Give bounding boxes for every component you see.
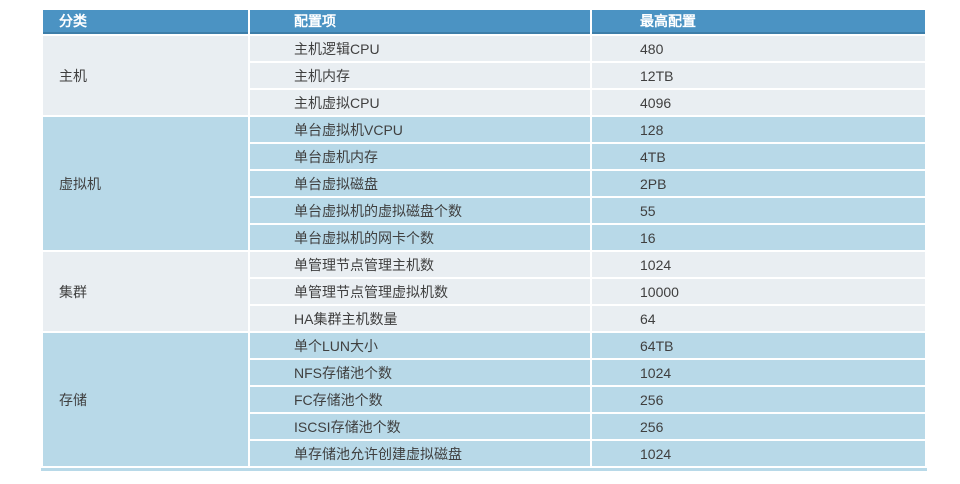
table-row: 主机虚拟CPU 4096 bbox=[43, 90, 925, 115]
table-row: ISCSI存储池个数 256 bbox=[43, 414, 925, 439]
table-row: NFS存储池个数 1024 bbox=[43, 360, 925, 385]
table-row: HA集群主机数量 64 bbox=[43, 306, 925, 331]
table-row: 单台虚拟机的网卡个数 16 bbox=[43, 225, 925, 250]
max-config-cell: 12TB bbox=[592, 63, 925, 88]
max-config-cell: 4TB bbox=[592, 144, 925, 169]
max-config-cell: 16 bbox=[592, 225, 925, 250]
max-config-cell: 1024 bbox=[592, 252, 925, 277]
max-config-cell: 64 bbox=[592, 306, 925, 331]
config-item-cell: 单台虚拟机VCPU bbox=[250, 117, 590, 142]
max-config-cell: 1024 bbox=[592, 360, 925, 385]
max-config-cell: 64TB bbox=[592, 333, 925, 358]
max-config-cell: 10000 bbox=[592, 279, 925, 304]
max-config-cell: 55 bbox=[592, 198, 925, 223]
config-item-cell: FC存储池个数 bbox=[250, 387, 590, 412]
config-item-cell: 单台虚拟磁盘 bbox=[250, 171, 590, 196]
table-row: 单管理节点管理虚拟机数 10000 bbox=[43, 279, 925, 304]
max-config-cell: 480 bbox=[592, 36, 925, 61]
config-item-cell: 单台虚机内存 bbox=[250, 144, 590, 169]
table-row: 主机 主机逻辑CPU 480 bbox=[43, 36, 925, 115]
header-category: 分类 bbox=[43, 10, 248, 34]
config-item-cell: 单台虚拟机的虚拟磁盘个数 bbox=[250, 198, 590, 223]
table-row: 主机内存 12TB bbox=[43, 63, 925, 88]
category-cell: 主机 bbox=[43, 36, 248, 115]
max-config-cell: 256 bbox=[592, 387, 925, 412]
table-row: 存储 单个LUN大小 64TB bbox=[43, 333, 925, 466]
table-row: 虚拟机 单台虚拟机VCPU 128 bbox=[43, 117, 925, 250]
table-row: 单存储池允许创建虚拟磁盘 1024 bbox=[43, 441, 925, 466]
header-row: 分类 配置项 最高配置 bbox=[43, 10, 925, 34]
category-cell: 集群 bbox=[43, 252, 248, 331]
config-item-cell: NFS存储池个数 bbox=[250, 360, 590, 385]
max-config-cell: 2PB bbox=[592, 171, 925, 196]
table-row: 单台虚拟磁盘 2PB bbox=[43, 171, 925, 196]
config-item-cell: 单台虚拟机的网卡个数 bbox=[250, 225, 590, 250]
max-config-cell: 4096 bbox=[592, 90, 925, 115]
category-cell: 虚拟机 bbox=[43, 117, 248, 250]
header-config-item: 配置项 bbox=[250, 10, 590, 34]
spec-table: 分类 配置项 最高配置 主机 主机逻辑CPU 480 主机内存 12TB 主机虚拟CPU 4… bbox=[41, 8, 927, 471]
table-row: 单台虚机内存 4TB bbox=[43, 144, 925, 169]
max-config-cell: 1024 bbox=[592, 441, 925, 466]
max-config-cell: 128 bbox=[592, 117, 925, 142]
config-item-cell: 单个LUN大小 bbox=[250, 333, 590, 358]
config-item-cell: 单管理节点管理主机数 bbox=[250, 252, 590, 277]
config-item-cell: 单存储池允许创建虚拟磁盘 bbox=[250, 441, 590, 466]
table-row: 集群 单管理节点管理主机数 1024 bbox=[43, 252, 925, 331]
config-item-cell: HA集群主机数量 bbox=[250, 306, 590, 331]
max-config-cell: 256 bbox=[592, 414, 925, 439]
config-item-cell: ISCSI存储池个数 bbox=[250, 414, 590, 439]
table-row: FC存储池个数 256 bbox=[43, 387, 925, 412]
table-row: 单台虚拟机的虚拟磁盘个数 55 bbox=[43, 198, 925, 223]
config-item-cell: 单管理节点管理虚拟机数 bbox=[250, 279, 590, 304]
header-max-config: 最高配置 bbox=[592, 10, 925, 34]
config-item-cell: 主机虚拟CPU bbox=[250, 90, 590, 115]
config-item-cell: 主机逻辑CPU bbox=[250, 36, 590, 61]
config-item-cell: 主机内存 bbox=[250, 63, 590, 88]
category-cell: 存储 bbox=[43, 333, 248, 466]
